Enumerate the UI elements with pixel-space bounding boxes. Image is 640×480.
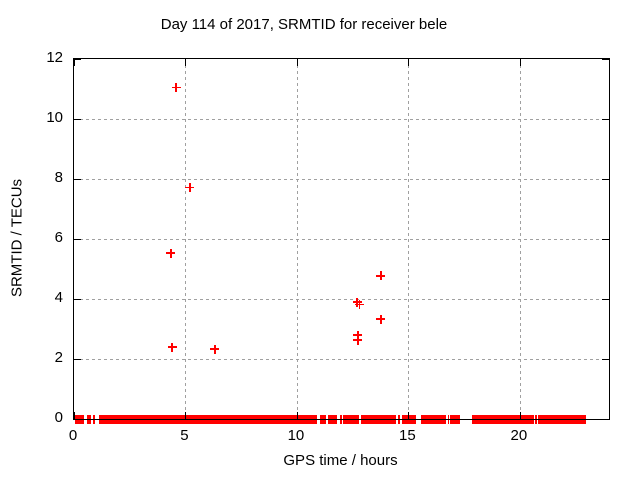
x-tick-mark (408, 412, 410, 419)
y-tick-label: 12 (46, 49, 63, 66)
data-point-plus-marker (376, 271, 386, 281)
x-axis-label: GPS time / hours (283, 452, 398, 469)
y-tick-label: 10 (46, 109, 63, 126)
data-point-plus-marker (376, 314, 386, 324)
x-tick-mark (296, 412, 298, 419)
x-tick-mark (74, 412, 75, 419)
y-tick-mark-mirror (602, 359, 609, 360)
y-tick-mark-mirror (602, 59, 609, 60)
data-point-plus-marker (185, 182, 195, 192)
horizontal-gridline (74, 359, 609, 360)
y-tick-label: 6 (54, 229, 63, 246)
data-point-plus-marker (353, 335, 363, 345)
data-point-plus-marker (167, 342, 177, 352)
x-tick-mark-mirror (408, 59, 410, 66)
x-tick-label: 15 (399, 427, 416, 444)
y-tick-label: 8 (54, 169, 63, 186)
x-tick-label: 5 (180, 427, 189, 444)
horizontal-gridline (74, 299, 609, 300)
x-axis-line (73, 419, 610, 420)
data-point-plus-marker (171, 83, 181, 92)
x-tick-mark-mirror (296, 59, 298, 66)
horizontal-gridline (74, 179, 609, 180)
y-tick-mark (74, 359, 81, 360)
y-tick-mark-mirror (602, 119, 609, 120)
plot-area (73, 58, 610, 424)
x-tick-label: 20 (510, 427, 528, 444)
y-tick-mark (74, 119, 81, 120)
x-tick-mark (519, 412, 521, 419)
data-point-plus-marker (354, 299, 364, 309)
data-point-plus-marker (352, 297, 362, 307)
y-tick-mark-mirror (602, 179, 609, 180)
x-tick-mark (185, 412, 187, 419)
y-tick-mark (74, 239, 81, 240)
data-point-plus-marker (166, 248, 176, 258)
x-tick-mark-mirror (74, 59, 75, 66)
y-tick-mark-mirror (602, 299, 609, 300)
y-tick-mark (74, 179, 81, 180)
y-tick-label: 2 (54, 349, 63, 366)
y-tick-label: 4 (54, 289, 63, 306)
data-point-plus-marker (210, 344, 220, 354)
y-tick-mark-mirror (602, 239, 609, 240)
horizontal-gridline (74, 239, 609, 240)
x-tick-label: 10 (287, 427, 305, 444)
data-point-plus-marker (353, 330, 363, 340)
x-tick-mark-mirror (185, 59, 187, 66)
y-tick-mark (74, 299, 81, 300)
chart-title: Day 114 of 2017, SRMTID for receiver bel… (160, 16, 448, 33)
y-tick-label: 0 (54, 409, 63, 426)
x-tick-mark-mirror (519, 59, 521, 66)
y-tick-mark (74, 59, 81, 60)
x-tick-label: 0 (68, 427, 78, 444)
horizontal-gridline (74, 119, 609, 120)
